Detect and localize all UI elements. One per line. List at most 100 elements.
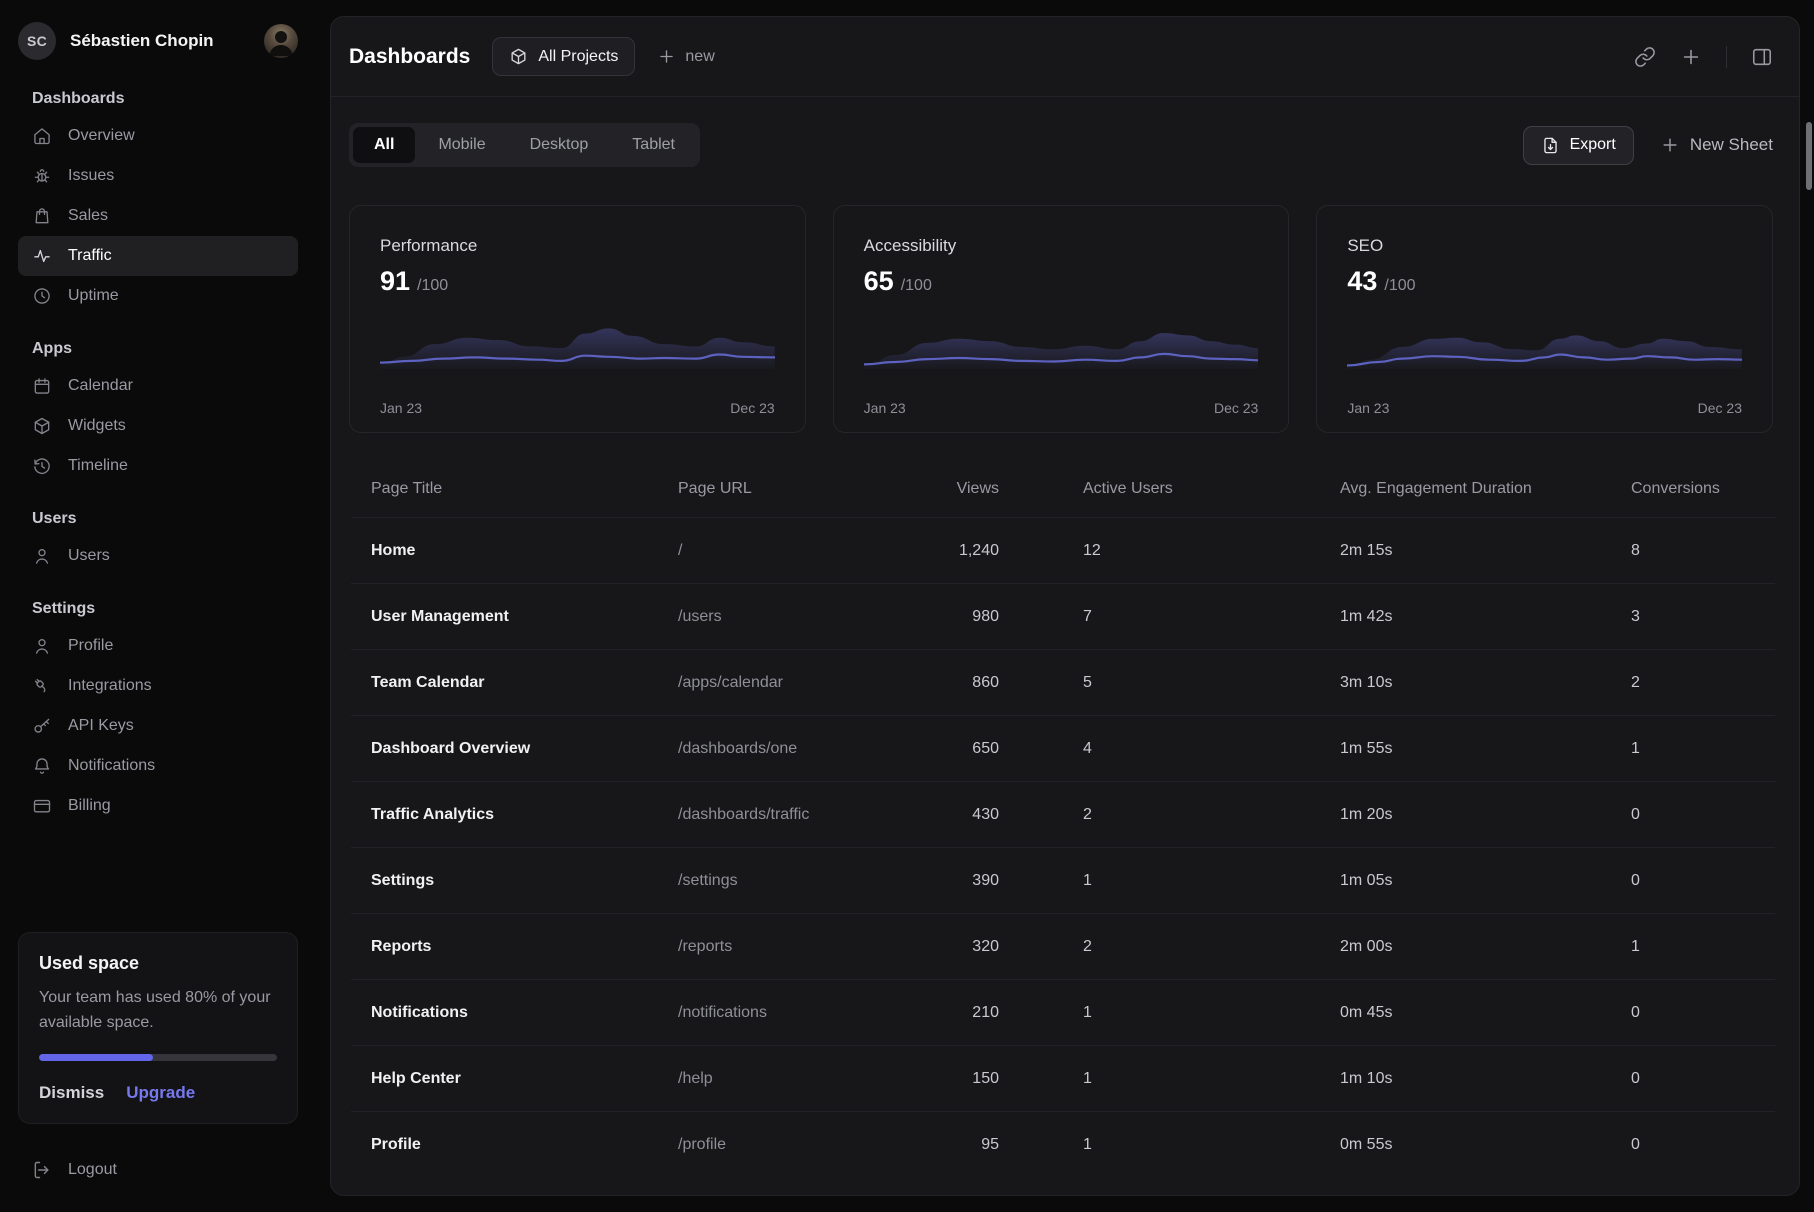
sidebar-item-label: Traffic: [68, 247, 112, 264]
used-space-title: Used space: [39, 953, 140, 974]
toggle-panel-button[interactable]: [1751, 46, 1773, 68]
sidebar-item-label: Uptime: [68, 287, 119, 304]
table-row-user-management[interactable]: User Management/users 980 7 1m 42s 3: [351, 583, 1775, 649]
metric-value: 65: [863, 266, 894, 296]
scrollbar-thumb[interactable]: [1806, 122, 1812, 190]
sidebar-item-label: Issues: [68, 167, 115, 184]
table-header-row: Page Title Page URL Views Active Users Avg. …: [351, 461, 1775, 517]
duration-cell: 1m 55s: [1340, 739, 1393, 757]
column-header-avg-engagement-duration: Avg. Engagement Duration: [1340, 480, 1532, 497]
conversions-cell: 0: [1631, 871, 1640, 889]
sidebar-item-traffic[interactable]: Traffic: [18, 236, 298, 276]
tab-desktop[interactable]: Desktop: [509, 127, 610, 163]
bug-icon: [32, 166, 52, 186]
table-row-notifications[interactable]: Notifications/notifications 210 1 0m 45s 0: [351, 979, 1775, 1045]
dismiss-button[interactable]: Dismiss: [39, 1083, 105, 1102]
table-row-team-calendar[interactable]: Team Calendar/apps/calendar 860 5 3m 10s 2: [351, 649, 1775, 715]
conversions-cell: 0: [1631, 1003, 1640, 1021]
sidebar-item-label: Users: [68, 547, 110, 564]
sidebar-item-sales[interactable]: Sales: [18, 196, 298, 236]
sidebar-item-widgets[interactable]: Widgets: [18, 406, 298, 446]
active-users-cell: 1: [1083, 871, 1092, 889]
tab-mobile[interactable]: Mobile: [417, 127, 506, 163]
header-divider: [1726, 45, 1727, 68]
sidebar-item-profile[interactable]: Profile: [18, 626, 298, 666]
export-button[interactable]: Export: [1522, 125, 1634, 165]
table-row-settings[interactable]: Settings/settings 390 1 1m 05s 0: [351, 847, 1775, 913]
tab-tablet[interactable]: Tablet: [611, 127, 696, 163]
page-url-cell: /settings: [678, 871, 738, 889]
x-start-label: Jan 23: [863, 400, 906, 416]
used-space-card: Used space Your team has used 80% of you…: [18, 932, 298, 1124]
activity-icon: [32, 246, 52, 266]
panel-right-icon: [1752, 48, 1772, 65]
sidebar-item-label: Calendar: [68, 377, 133, 394]
metric-title: Accessibility: [863, 236, 957, 255]
logout-button[interactable]: Logout: [18, 1150, 298, 1190]
sidebar-item-overview[interactable]: Overview: [18, 116, 298, 156]
sidebar-item-label: API Keys: [68, 717, 134, 734]
table-row-help-center[interactable]: Help Center/help 150 1 1m 10s 0: [351, 1045, 1775, 1111]
page-title-cell: Notifications: [371, 1003, 468, 1021]
workspace-avatar[interactable]: SC: [18, 22, 56, 60]
sidebar-item-api-keys[interactable]: API Keys: [18, 706, 298, 746]
duration-cell: 1m 42s: [1340, 607, 1393, 625]
views-cell: 980: [972, 607, 999, 625]
user-name: Sébastien Chopin: [70, 31, 214, 50]
project-switcher-button[interactable]: All Projects: [492, 37, 636, 76]
sidebar-item-notifications[interactable]: Notifications: [18, 746, 298, 786]
sparkline-chart: [1317, 311, 1772, 394]
sidebar-item-label: Billing: [68, 797, 111, 814]
sidebar-item-timeline[interactable]: Timeline: [18, 446, 298, 486]
plus-icon: [1660, 135, 1680, 155]
sidebar: SC Sébastien Chopin Dashboards Overview Is…: [0, 0, 316, 1212]
conversions-cell: 1: [1631, 739, 1640, 757]
sidebar-item-issues[interactable]: Issues: [18, 156, 298, 196]
share-link-button[interactable]: [1634, 46, 1656, 68]
metric-denominator: /100: [417, 277, 449, 294]
new-project-label: new: [685, 47, 715, 65]
duration-cell: 1m 20s: [1340, 805, 1393, 823]
table-row-home[interactable]: Home / 1,240 12 2m 15s 8: [351, 517, 1775, 583]
metric-denominator: /100: [900, 277, 932, 294]
cube-icon: [32, 416, 52, 436]
sidebar-item-integrations[interactable]: Integrations: [18, 666, 298, 706]
tab-all[interactable]: All: [353, 127, 416, 163]
views-cell: 430: [972, 805, 999, 823]
views-cell: 320: [972, 937, 999, 955]
duration-cell: 2m 15s: [1340, 541, 1393, 559]
main-area: Dashboards All Projects new: [316, 0, 1814, 1212]
metric-title: SEO: [1347, 236, 1384, 255]
conversions-cell: 0: [1631, 805, 1640, 823]
conversions-cell: 3: [1631, 607, 1640, 625]
page-title-cell: Traffic Analytics: [371, 805, 495, 823]
table-row-reports[interactable]: Reports/reports 320 2 2m 00s 1: [351, 913, 1775, 979]
metric-value: 91: [380, 266, 411, 296]
views-cell: 1,240: [958, 541, 999, 559]
page-title-cell: Settings: [371, 871, 435, 889]
metric-card-seo: SEO 43/100 Jan 23 Dec 23: [1316, 205, 1773, 433]
conversions-cell: 2: [1631, 673, 1640, 691]
sidebar-item-users[interactable]: Users: [18, 536, 298, 576]
metric-value: 43: [1347, 266, 1378, 296]
page-url-cell: /dashboards/traffic: [678, 805, 810, 823]
new-project-button[interactable]: new: [657, 47, 715, 66]
upgrade-button[interactable]: Upgrade: [126, 1083, 196, 1102]
sidebar-item-label: Overview: [68, 127, 135, 144]
sidebar-item-uptime[interactable]: Uptime: [18, 276, 298, 316]
add-widget-button[interactable]: [1680, 46, 1702, 68]
device-tabs: All Mobile Desktop Tablet: [349, 123, 700, 167]
x-end-label: Dec 23: [730, 400, 775, 416]
table-row-traffic-analytics[interactable]: Traffic Analytics/dashboards/traffic 430 2…: [351, 781, 1775, 847]
sidebar-item-calendar[interactable]: Calendar: [18, 366, 298, 406]
new-sheet-label: New Sheet: [1689, 135, 1773, 154]
column-header-active-users: Active Users: [1083, 480, 1173, 497]
active-users-cell: 1: [1083, 1003, 1092, 1021]
new-sheet-button[interactable]: New Sheet: [1660, 135, 1773, 155]
user-avatar-image[interactable]: [264, 24, 298, 58]
conversions-cell: 1: [1631, 937, 1640, 955]
sidebar-item-billing[interactable]: Billing: [18, 786, 298, 826]
table-row-dashboard-overview[interactable]: Dashboard Overview/dashboards/one 650 4 1m …: [351, 715, 1775, 781]
project-switcher-label: All Projects: [538, 47, 619, 65]
table-row-profile[interactable]: Profile/profile 95 1 0m 55s 0: [351, 1111, 1775, 1177]
